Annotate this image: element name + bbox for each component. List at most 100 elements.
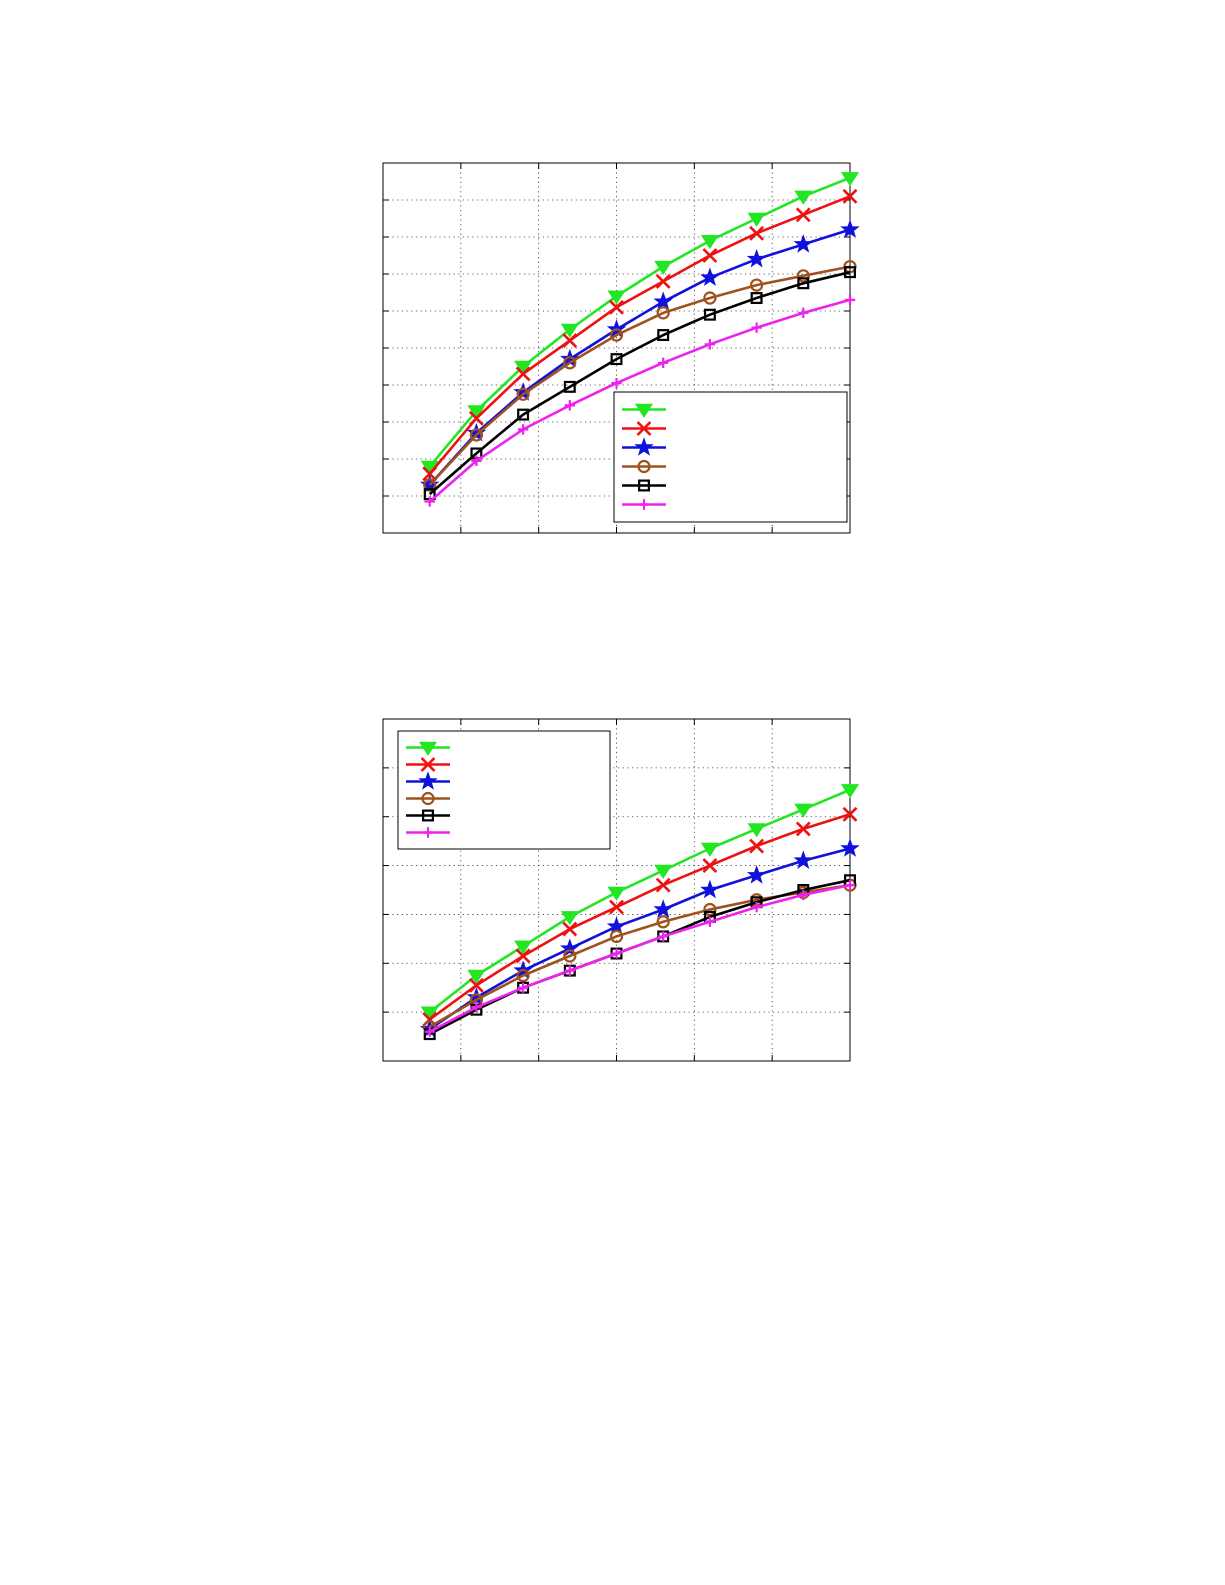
legend-marker <box>634 403 654 418</box>
data-point <box>467 405 486 420</box>
data-point <box>467 969 486 984</box>
data-point <box>515 948 531 964</box>
legend-marker <box>638 479 650 492</box>
data-point <box>655 273 671 289</box>
data-point <box>609 328 624 342</box>
data-point <box>657 329 670 342</box>
data-point <box>609 929 624 944</box>
data-point <box>796 269 810 283</box>
data-point <box>656 306 670 320</box>
data-point <box>420 1006 439 1021</box>
data-point <box>844 294 856 306</box>
series-line <box>428 847 851 1031</box>
data-point <box>654 260 673 276</box>
data-point <box>703 308 716 321</box>
data-point <box>747 823 766 838</box>
legend-marker <box>418 771 438 790</box>
series-6 <box>424 294 856 507</box>
legend-box <box>613 391 848 523</box>
data-point <box>749 225 765 241</box>
data-point <box>607 886 626 901</box>
series-3 <box>419 838 860 1038</box>
legend-marker <box>418 741 438 756</box>
series-4 <box>423 259 857 492</box>
data-point <box>749 278 764 292</box>
data-point <box>840 172 860 187</box>
data-point <box>610 353 623 366</box>
legend-entry <box>622 403 666 418</box>
series-5 <box>423 874 856 1041</box>
data-point <box>747 212 766 227</box>
series-6 <box>424 879 856 1037</box>
data-point <box>704 916 716 927</box>
data-point <box>840 838 860 857</box>
data-point <box>793 850 814 869</box>
series-line <box>428 228 851 486</box>
data-point <box>793 234 814 253</box>
plot-area-frame <box>382 162 851 534</box>
data-point <box>611 377 622 389</box>
data-point <box>700 267 720 287</box>
data-point <box>751 322 762 333</box>
series-1 <box>420 172 860 475</box>
data-point <box>564 400 575 411</box>
data-point <box>471 1002 482 1013</box>
data-point <box>798 889 809 901</box>
data-point <box>844 266 856 279</box>
data-point <box>422 466 438 482</box>
data-point <box>562 921 578 937</box>
data-point <box>607 290 626 305</box>
data-point <box>611 948 622 959</box>
data-point <box>658 357 669 368</box>
data-point <box>468 977 484 993</box>
legend-entry <box>406 827 450 838</box>
legend-entry <box>406 809 450 822</box>
legend-marker <box>636 421 652 436</box>
series-1 <box>420 784 860 1021</box>
data-point <box>562 333 578 349</box>
data-point <box>514 360 533 375</box>
data-point <box>704 339 716 350</box>
data-point <box>517 982 529 993</box>
data-point <box>469 428 484 442</box>
data-point <box>560 323 579 338</box>
data-point <box>560 938 580 957</box>
data-point <box>656 915 670 929</box>
data-point <box>700 842 719 857</box>
data-point <box>517 424 529 435</box>
legend-marker <box>420 757 436 772</box>
data-point <box>700 235 719 250</box>
legend <box>613 391 848 523</box>
data-point <box>840 219 860 238</box>
data-point <box>517 408 530 421</box>
legend <box>397 730 611 850</box>
data-point <box>564 965 575 976</box>
data-point <box>746 865 767 884</box>
legend-entry <box>406 771 450 790</box>
legend-box <box>397 730 611 850</box>
data-point <box>746 248 767 268</box>
data-point <box>703 902 717 917</box>
data-point <box>423 478 437 492</box>
data-point <box>424 1026 435 1037</box>
legend-entry <box>622 479 666 492</box>
series-line <box>428 788 851 1014</box>
data-point <box>516 387 530 401</box>
legend-entry <box>406 791 450 806</box>
series-line <box>429 878 851 1036</box>
data-point <box>797 277 810 290</box>
legend-marker <box>421 791 435 806</box>
data-point <box>655 877 671 893</box>
series-line <box>428 813 851 1021</box>
data-point <box>653 899 673 918</box>
gridlines <box>383 163 850 533</box>
data-point <box>424 496 435 507</box>
data-point <box>468 410 484 426</box>
data-point <box>702 858 718 873</box>
data-point <box>798 307 809 319</box>
series-4 <box>423 878 857 1034</box>
data-point <box>842 188 858 204</box>
legend-marker <box>638 499 650 510</box>
data-point <box>702 248 718 263</box>
